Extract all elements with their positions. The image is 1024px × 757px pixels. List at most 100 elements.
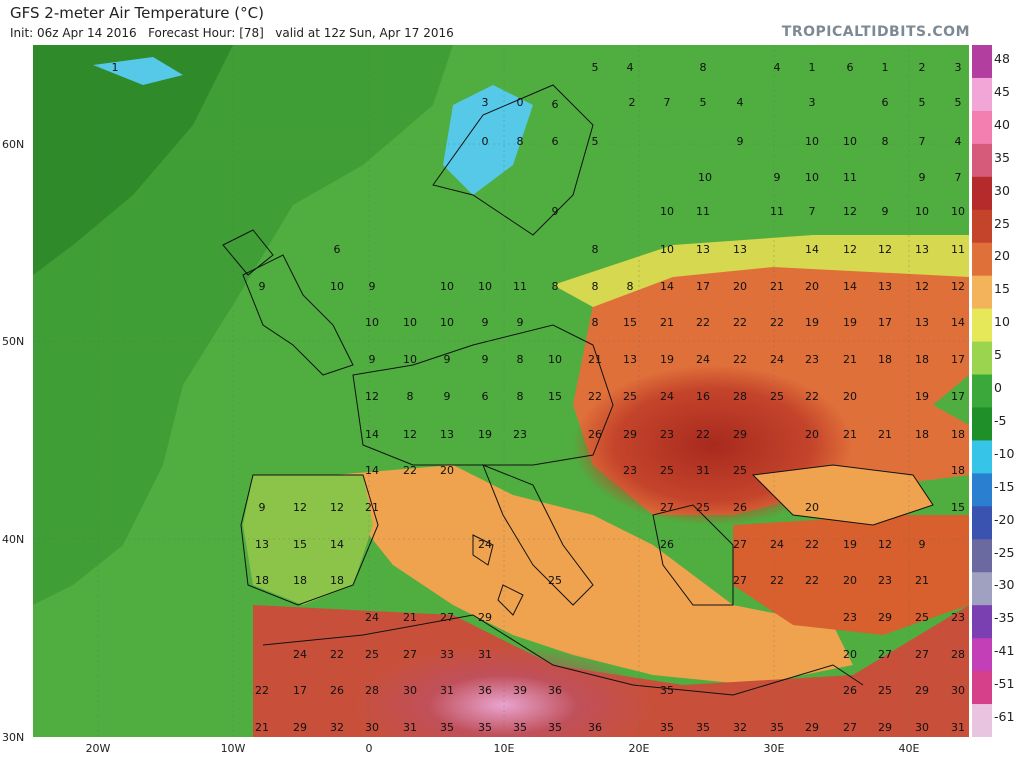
temperature-value: 23 <box>660 428 674 441</box>
temperature-value: 4 <box>955 135 962 148</box>
temperature-value: 10 <box>365 316 379 329</box>
temperature-value: 32 <box>733 721 747 734</box>
temperature-value: 9 <box>737 135 744 148</box>
temperature-value: 30 <box>915 721 929 734</box>
temperature-value: 12 <box>365 390 379 403</box>
temperature-value: 8 <box>517 353 524 366</box>
temperature-value: 12 <box>915 280 929 293</box>
temperature-value: 10 <box>403 353 417 366</box>
temperature-value: 23 <box>951 611 965 624</box>
temperature-value: 16 <box>696 390 710 403</box>
temperature-value: 14 <box>951 316 965 329</box>
temperature-value: 9 <box>369 353 376 366</box>
temperature-value: 8 <box>592 316 599 329</box>
temperature-value: 24 <box>365 611 379 624</box>
temperature-value: 18 <box>951 428 965 441</box>
colorbar-label: 5 <box>994 347 1002 363</box>
temperature-value: 10 <box>660 243 674 256</box>
temperature-value: 22 <box>255 684 269 697</box>
temperature-value: 22 <box>696 428 710 441</box>
temperature-value: 9 <box>482 316 489 329</box>
temperature-value: 4 <box>737 96 744 109</box>
colorbar-label: 35 <box>994 149 1010 165</box>
colorbar-segment <box>972 176 992 211</box>
temperature-value: 14 <box>365 464 379 477</box>
lat-label-40n: 40N <box>2 533 25 546</box>
temperature-value: 23 <box>878 574 892 587</box>
temperature-value: 21 <box>878 428 892 441</box>
temperature-value: 10 <box>403 316 417 329</box>
temperature-value: 19 <box>843 316 857 329</box>
temperature-value: 29 <box>805 721 819 734</box>
temperature-value: 3 <box>482 96 489 109</box>
temperature-value: 3 <box>809 96 816 109</box>
site-credit[interactable]: TROPICALTIDBITS.COM <box>781 24 970 40</box>
colorbar-segment <box>972 242 992 277</box>
temperature-value: 19 <box>478 428 492 441</box>
temperature-value: 25 <box>915 611 929 624</box>
colorbar-segment <box>972 671 992 705</box>
temperature-value: 35 <box>696 721 710 734</box>
temperature-value: 31 <box>403 721 417 734</box>
temperature-value: 14 <box>805 243 819 256</box>
colorbar-label: -25 <box>994 544 1015 560</box>
temperature-value: 11 <box>951 243 965 256</box>
temperature-value: 20 <box>843 648 857 661</box>
temperature-value: 6 <box>882 96 889 109</box>
temperature-value: 29 <box>478 611 492 624</box>
colorbar-label: -5 <box>994 412 1007 428</box>
temperature-value: 23 <box>623 464 637 477</box>
temperature-value: 13 <box>915 243 929 256</box>
temperature-value: 20 <box>733 280 747 293</box>
temperature-value: 12 <box>403 428 417 441</box>
temperature-value: 25 <box>878 684 892 697</box>
lon-label-0: 0 <box>365 742 373 755</box>
temperature-value: 36 <box>478 684 492 697</box>
colorbar-label: 30 <box>994 182 1010 198</box>
temperature-value: 10 <box>440 280 454 293</box>
colorbar-label: -41 <box>994 643 1015 659</box>
temperature-value: 10 <box>698 171 712 184</box>
temperature-value: 10 <box>440 316 454 329</box>
colorbar-label: 45 <box>994 83 1010 99</box>
temperature-value: 29 <box>878 611 892 624</box>
temperature-value: 18 <box>878 353 892 366</box>
temperature-value: 21 <box>843 353 857 366</box>
temperature-value: 22 <box>330 648 344 661</box>
temperature-colorbar <box>972 45 992 737</box>
temperature-value: 10 <box>548 353 562 366</box>
temperature-value: 25 <box>548 574 562 587</box>
temperature-value: 20 <box>805 428 819 441</box>
temperature-value: 28 <box>365 684 379 697</box>
temperature-value: 12 <box>878 243 892 256</box>
temperature-value: 27 <box>733 574 747 587</box>
temperature-value: 8 <box>517 390 524 403</box>
temperature-value: 22 <box>403 464 417 477</box>
colorbar-label: 25 <box>994 215 1010 231</box>
temperature-value: 12 <box>330 501 344 514</box>
temperature-value: 15 <box>293 538 307 551</box>
temperature-value: 17 <box>878 316 892 329</box>
temperature-value: 11 <box>513 280 527 293</box>
lat-label-60n: 60N <box>2 138 25 151</box>
temperature-labels-central: 6 9 10 9 10 10 11 8 8 8 14 17 20 21 20 14 13 12 12 8 10 13 13 1… <box>259 243 966 403</box>
temperature-value: 33 <box>440 648 454 661</box>
colorbar-label: -30 <box>994 577 1015 593</box>
temperature-value: 12 <box>843 243 857 256</box>
colorbar-label: -10 <box>994 445 1015 461</box>
temperature-value: 24 <box>770 353 784 366</box>
temperature-value: 39 <box>513 684 527 697</box>
temperature-value: 28 <box>733 390 747 403</box>
colorbar-segment <box>972 341 992 376</box>
temperature-value: 6 <box>847 61 854 74</box>
temperature-value: 27 <box>915 648 929 661</box>
temperature-value: 35 <box>660 721 674 734</box>
map-title: GFS 2-meter Air Temperature (°C) <box>10 4 264 22</box>
temperature-value: 8 <box>882 135 889 148</box>
temperature-value: 13 <box>440 428 454 441</box>
colorbar-label: 40 <box>994 116 1010 132</box>
temperature-value: 17 <box>951 353 965 366</box>
temperature-value: 23 <box>805 353 819 366</box>
temperature-value: 17 <box>696 280 710 293</box>
temperature-value: 31 <box>478 648 492 661</box>
